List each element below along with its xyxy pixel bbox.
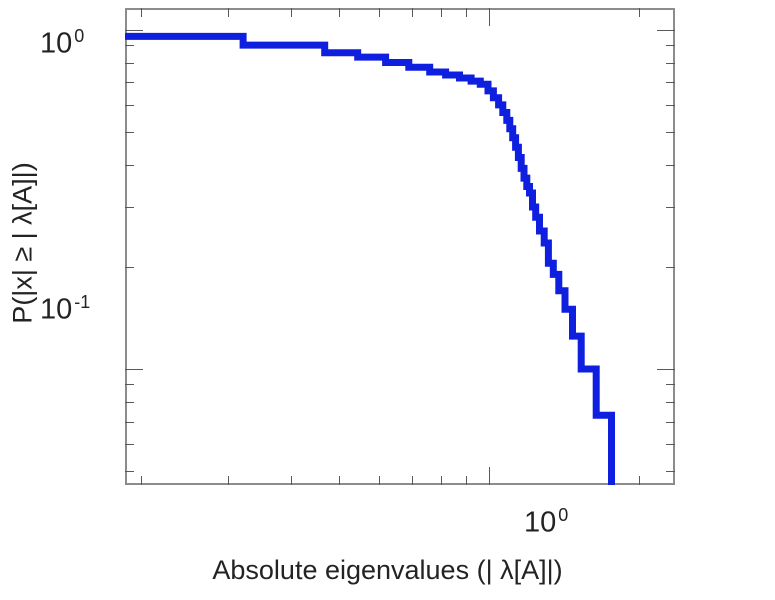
x-minor-tick-bottom [140, 476, 142, 485]
y-minor-tick-right [666, 471, 675, 473]
x-axis-title: Absolute eigenvalues (| λ[A]|) [212, 555, 563, 585]
y-major-tick-right [657, 29, 675, 31]
x-minor-tick-bottom [339, 476, 341, 485]
y-minor-tick-left [125, 82, 134, 84]
y-minor-tick-right [666, 401, 675, 403]
x-major-tick-top [489, 8, 491, 26]
y-axis-title-wrap: P(|x| ≥ | λ[A]|) [0, 0, 46, 485]
y-minor-tick-left [125, 421, 134, 423]
y-minor-tick-right [666, 62, 675, 64]
x-tick-label-1e0: 10 0 [524, 505, 569, 539]
y-minor-tick-left [125, 104, 134, 106]
y-tick-label-1e0: 10 0 [40, 26, 85, 60]
y-minor-tick-left [125, 471, 134, 473]
x-minor-tick-bottom [466, 476, 468, 485]
x-minor-tick-bottom [440, 476, 442, 485]
plot-axes-frame [125, 8, 675, 485]
x-minor-tick-bottom [290, 476, 292, 485]
y-minor-tick-right [666, 444, 675, 446]
y-major-tick-left [125, 29, 143, 31]
x-minor-tick-bottom [378, 476, 380, 485]
y-minor-tick-left [125, 164, 134, 166]
y-axis-title: P(|x| ≥ | λ[A]|) [7, 161, 38, 324]
y-minor-tick-right [666, 82, 675, 84]
y-minor-tick-right [666, 384, 675, 386]
y-minor-tick-left [125, 266, 134, 268]
tick-exponent: -1 [74, 292, 91, 312]
x-minor-tick-bottom [639, 476, 641, 485]
y-minor-tick-right [666, 266, 675, 268]
x-minor-tick-top [339, 8, 341, 17]
y-minor-tick-left [125, 207, 134, 209]
y-tick-label-1e-1: 10 -1 [40, 292, 91, 326]
x-minor-tick-top [290, 8, 292, 17]
y-minor-tick-left [125, 45, 134, 47]
y-major-tick-left [125, 368, 143, 370]
x-minor-tick-top [228, 8, 230, 17]
y-minor-tick-left [125, 401, 134, 403]
x-minor-tick-top [466, 8, 468, 17]
y-minor-tick-right [666, 421, 675, 423]
y-minor-tick-right [666, 207, 675, 209]
x-minor-tick-top [140, 8, 142, 17]
y-major-tick-right [657, 368, 675, 370]
y-minor-tick-left [125, 384, 134, 386]
y-minor-tick-left [125, 62, 134, 64]
y-minor-tick-right [666, 45, 675, 47]
x-minor-tick-bottom [228, 476, 230, 485]
x-minor-tick-top [639, 8, 641, 17]
series-ccdf-line [125, 32, 615, 485]
x-minor-tick-top [440, 8, 442, 17]
x-minor-tick-top [378, 8, 380, 17]
data-plot-area [125, 32, 615, 485]
y-minor-tick-right [666, 164, 675, 166]
y-minor-tick-left [125, 444, 134, 446]
y-minor-tick-left [125, 131, 134, 133]
y-minor-tick-right [666, 104, 675, 106]
x-major-tick-bottom [489, 467, 491, 485]
y-minor-tick-right [666, 131, 675, 133]
x-minor-tick-bottom [411, 476, 413, 485]
tick-exponent: 0 [74, 26, 85, 46]
x-minor-tick-top [411, 8, 413, 17]
tick-exponent: 0 [558, 505, 569, 525]
